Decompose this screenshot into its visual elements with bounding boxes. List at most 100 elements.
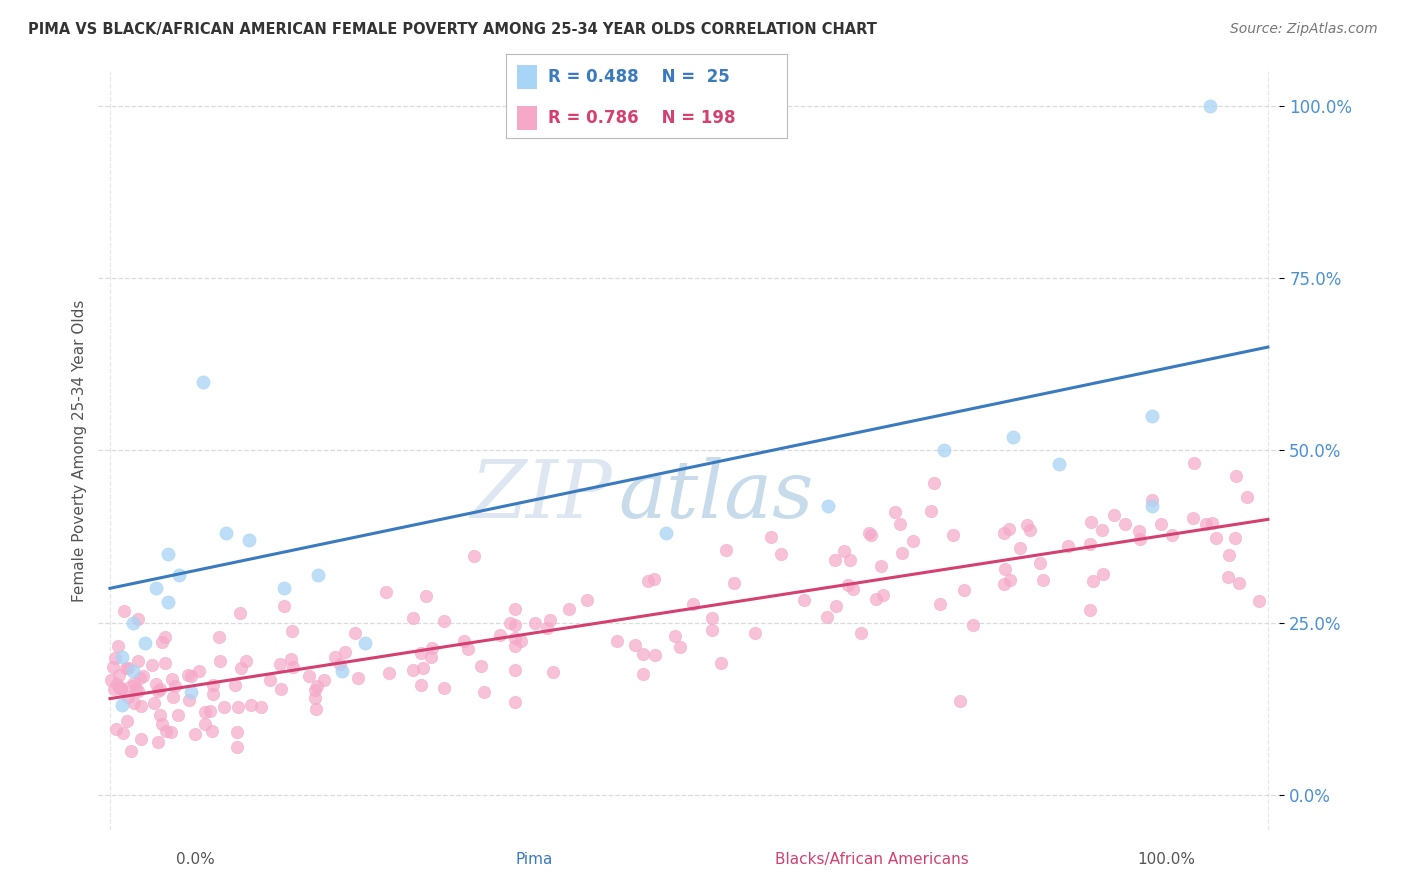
Point <box>623 639 645 653</box>
Point <box>433 681 456 696</box>
Point <box>470 658 492 673</box>
Point <box>1114 517 1136 532</box>
Text: 0.0%: 0.0% <box>176 852 215 867</box>
Point <box>180 669 202 683</box>
Point <box>415 589 437 603</box>
Point <box>883 505 905 519</box>
Point <box>1091 566 1114 581</box>
Point <box>503 602 526 616</box>
Point <box>129 698 152 713</box>
Point <box>280 624 302 638</box>
Point <box>125 681 148 696</box>
Point <box>201 724 224 739</box>
Point <box>347 672 370 686</box>
Point <box>865 592 887 607</box>
Point <box>224 678 246 692</box>
Point <box>1140 409 1163 423</box>
Text: R = 0.786    N = 198: R = 0.786 N = 198 <box>548 109 735 127</box>
Point <box>378 666 401 681</box>
Point <box>120 744 142 758</box>
Point <box>702 611 724 625</box>
Point <box>122 675 145 690</box>
Point <box>156 595 179 609</box>
Point <box>859 528 882 542</box>
Point <box>143 696 166 710</box>
Point <box>169 567 191 582</box>
Point <box>145 676 167 690</box>
Point <box>149 708 172 723</box>
Point <box>107 640 129 654</box>
Point <box>344 625 367 640</box>
Point <box>524 615 547 630</box>
Point <box>235 654 257 668</box>
Point <box>872 588 894 602</box>
Point <box>250 699 273 714</box>
Point <box>129 671 152 685</box>
Point <box>536 621 558 635</box>
Point <box>825 599 848 614</box>
Point <box>108 681 131 696</box>
Point <box>901 533 924 548</box>
Point <box>146 734 169 748</box>
Point <box>304 683 326 698</box>
Point <box>633 648 655 662</box>
Point <box>402 611 425 625</box>
Point <box>330 664 353 678</box>
Point <box>1019 524 1042 538</box>
Point <box>1102 508 1125 522</box>
Point <box>176 668 198 682</box>
Point <box>1182 456 1205 470</box>
Point <box>238 533 260 547</box>
Point <box>1049 457 1071 471</box>
Point <box>150 635 173 649</box>
Point <box>890 546 912 560</box>
Point <box>160 724 183 739</box>
Point <box>503 695 526 709</box>
Point <box>1078 537 1101 551</box>
Text: PIMA VS BLACK/AFRICAN AMERICAN FEMALE POVERTY AMONG 25-34 YEAR OLDS CORRELATION : PIMA VS BLACK/AFRICAN AMERICAN FEMALE PO… <box>28 22 877 37</box>
Point <box>240 698 263 712</box>
Point <box>1227 576 1250 591</box>
Point <box>998 573 1021 587</box>
Point <box>575 593 598 607</box>
Point <box>488 628 510 642</box>
Bar <box>517 65 537 89</box>
Point <box>375 584 398 599</box>
Point <box>631 667 654 681</box>
Point <box>962 618 984 632</box>
Point <box>231 661 253 675</box>
Point <box>472 685 495 699</box>
Point <box>1161 528 1184 542</box>
Point <box>1218 548 1240 562</box>
Point <box>503 632 526 646</box>
Point <box>165 679 187 693</box>
Point <box>769 548 792 562</box>
Text: R = 0.488    N =  25: R = 0.488 N = 25 <box>548 69 730 87</box>
Text: Pima: Pima <box>516 852 553 867</box>
Point <box>922 475 945 490</box>
Point <box>105 676 128 690</box>
Point <box>1199 99 1222 113</box>
Point <box>273 599 295 614</box>
Point <box>838 553 860 567</box>
Point <box>1128 524 1150 538</box>
Point <box>1201 516 1223 531</box>
Point <box>1194 516 1216 531</box>
Point <box>1002 430 1025 444</box>
Point <box>117 660 139 674</box>
Point <box>942 528 965 542</box>
Point <box>194 705 217 719</box>
Point <box>127 654 149 668</box>
Point <box>411 677 433 691</box>
Point <box>353 636 375 650</box>
Point <box>949 694 972 708</box>
Point <box>104 651 127 665</box>
Point <box>214 699 236 714</box>
Point <box>723 576 745 591</box>
Point <box>920 503 942 517</box>
Point <box>105 723 128 737</box>
Point <box>889 516 911 531</box>
Point <box>682 597 704 611</box>
Point <box>1150 517 1173 532</box>
Text: 100.0%: 100.0% <box>1137 852 1195 867</box>
